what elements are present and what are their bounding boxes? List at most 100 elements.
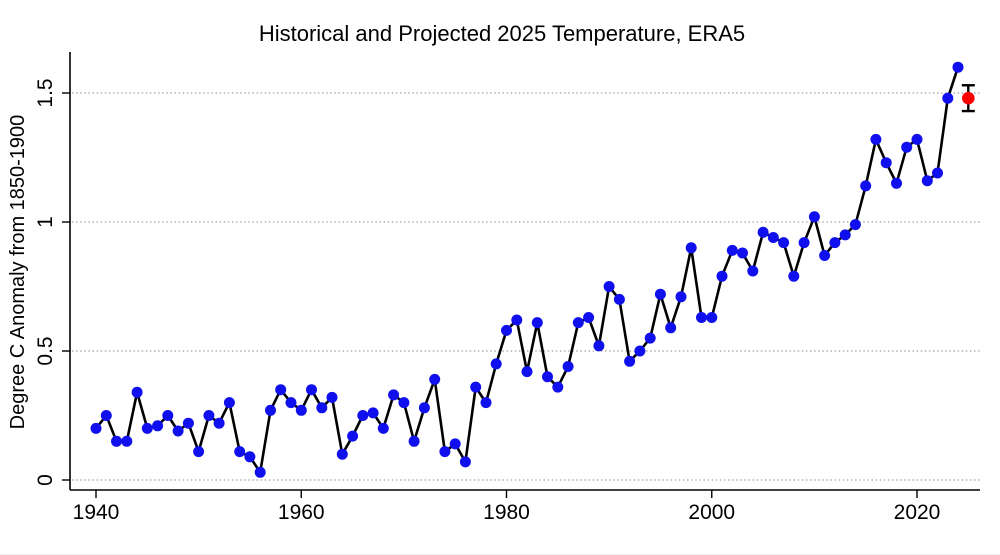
- data-point-1955: [244, 451, 256, 463]
- data-point-2010: [808, 211, 820, 223]
- data-point-2000: [706, 312, 718, 323]
- data-point-1964: [336, 448, 348, 460]
- data-point-1993: [634, 345, 646, 357]
- data-point-1978: [480, 397, 492, 409]
- data-point-1992: [624, 355, 636, 367]
- x-tick-label-1940: 1940: [73, 501, 120, 524]
- data-point-1968: [377, 422, 389, 434]
- data-point-1975: [449, 438, 461, 450]
- x-tick-label-2020: 2020: [894, 501, 941, 524]
- data-point-1970: [398, 397, 410, 409]
- data-point-1940: [90, 422, 102, 434]
- data-point-1979: [490, 358, 502, 370]
- y-axis-title: Degree C Anomaly from 1850-1900: [7, 115, 29, 430]
- data-point-2021: [921, 175, 933, 187]
- y-tick-label-1_5: 1.5: [34, 78, 57, 107]
- data-point-1950: [193, 446, 205, 458]
- data-point-1945: [141, 422, 153, 434]
- data-point-1982: [521, 366, 533, 378]
- data-point-1997: [675, 291, 687, 303]
- data-point-1969: [388, 389, 400, 401]
- data-point-1987: [572, 317, 584, 329]
- data-point-1976: [459, 456, 471, 468]
- y-tick-labels: 0 0.5 1 1.5: [34, 78, 57, 485]
- x-tick-marks: [95, 490, 918, 498]
- y-tick-marks: [62, 92, 70, 481]
- data-point-1989: [593, 340, 605, 352]
- data-point-2014: [849, 219, 861, 231]
- data-point-1998: [685, 242, 697, 254]
- data-point-2024: [952, 61, 964, 73]
- data-point-2008: [788, 270, 800, 282]
- data-point-1986: [562, 361, 574, 372]
- data-point-1944: [131, 386, 143, 398]
- x-tick-label-2000: 2000: [688, 501, 735, 524]
- data-point-2022: [932, 167, 943, 179]
- data-point-1958: [275, 384, 287, 396]
- x-tick-label-1980: 1980: [483, 501, 530, 524]
- data-point-2018: [891, 177, 902, 189]
- data-point-1957: [265, 404, 276, 416]
- data-point-1971: [408, 435, 420, 447]
- data-point-1961: [306, 384, 317, 396]
- data-point-1952: [213, 417, 225, 429]
- x-tick-labels: 1940 1960 1980 2000 2020: [73, 501, 941, 524]
- x-tick-label-1960: 1960: [278, 501, 325, 524]
- data-point-2016: [870, 133, 882, 145]
- y-tick-label-0_5: 0.5: [34, 336, 57, 365]
- data-point-1962: [316, 402, 328, 414]
- data-point-2005: [757, 226, 769, 238]
- data-point-2003: [737, 247, 748, 259]
- data-point-1949: [182, 417, 194, 429]
- projected-2025-point: [962, 91, 975, 105]
- data-point-1974: [439, 446, 451, 458]
- data-point-1981: [511, 314, 523, 326]
- data-point-1983: [531, 317, 543, 329]
- data-point-1959: [285, 397, 297, 409]
- data-point-2013: [839, 229, 851, 241]
- data-point-1948: [172, 425, 184, 437]
- data-point-2019: [901, 141, 913, 153]
- data-point-1954: [234, 446, 246, 458]
- data-point-1966: [357, 410, 369, 421]
- data-point-1977: [470, 381, 482, 393]
- y-tick-label-1: 1: [34, 216, 57, 228]
- data-point-2012: [829, 237, 841, 249]
- data-point-1965: [347, 430, 359, 442]
- data-point-1946: [152, 420, 164, 432]
- data-point-2015: [860, 180, 872, 192]
- data-point-1988: [583, 312, 595, 323]
- data-point-1973: [429, 373, 441, 385]
- data-point-1941: [100, 410, 112, 421]
- data-point-1985: [552, 381, 564, 393]
- data-point-1951: [203, 410, 215, 421]
- y-tick-label-0: 0: [34, 474, 57, 486]
- data-series-layer: [90, 61, 975, 478]
- data-point-1996: [665, 322, 677, 334]
- data-point-1967: [367, 407, 379, 419]
- data-point-1956: [254, 466, 266, 478]
- data-point-1995: [654, 288, 666, 300]
- data-point-2002: [726, 244, 738, 256]
- data-point-1999: [696, 312, 707, 323]
- data-point-1980: [501, 324, 512, 336]
- data-point-1994: [644, 332, 656, 344]
- data-point-1963: [326, 391, 338, 403]
- data-point-1953: [223, 397, 235, 409]
- data-point-2006: [767, 232, 779, 243]
- data-point-1972: [418, 402, 430, 414]
- data-point-2023: [942, 92, 954, 104]
- data-point-2004: [747, 265, 759, 277]
- data-point-1990: [603, 281, 615, 292]
- data-point-1991: [613, 293, 625, 305]
- data-point-2011: [819, 250, 831, 261]
- data-point-1943: [121, 435, 133, 447]
- data-point-1942: [111, 435, 122, 447]
- data-point-1960: [295, 404, 307, 416]
- data-point-1984: [542, 371, 553, 383]
- data-point-1947: [162, 410, 174, 421]
- data-point-2017: [880, 157, 892, 169]
- historical-line: [94, 66, 960, 474]
